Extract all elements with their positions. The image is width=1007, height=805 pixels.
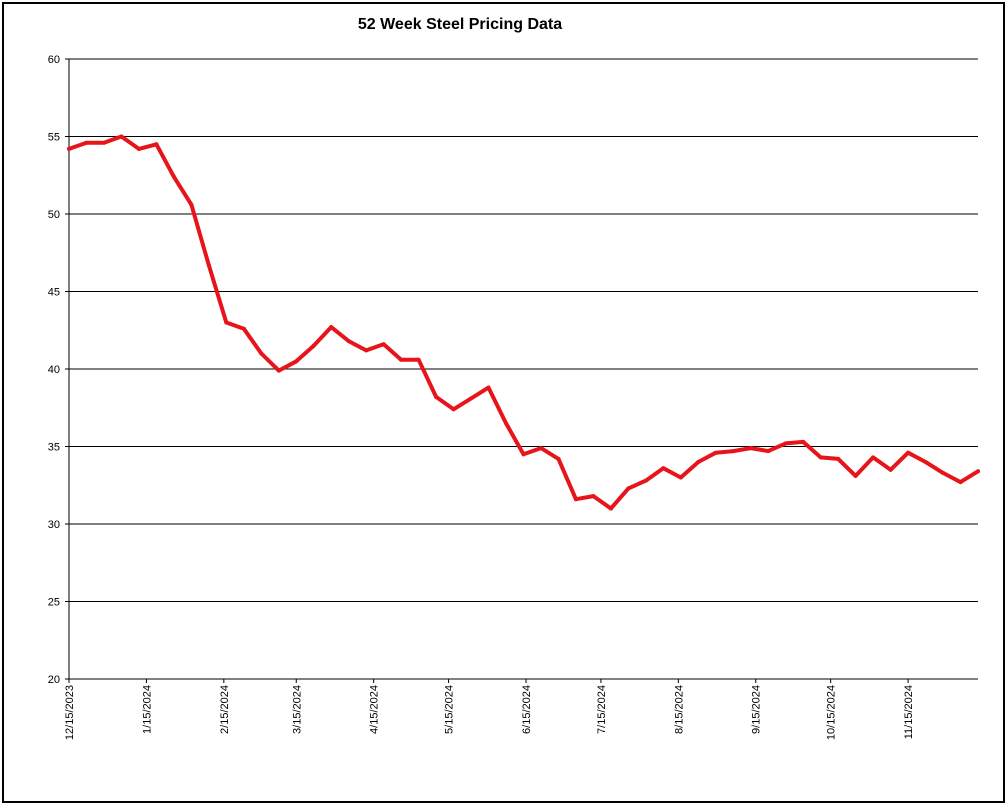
data-point — [189, 202, 194, 207]
x-tick-label: 4/15/2024 — [369, 685, 381, 734]
data-point — [906, 450, 911, 455]
data-point — [346, 339, 351, 344]
x-tick-label: 1/15/2024 — [141, 685, 153, 734]
data-point — [451, 407, 456, 412]
x-tick-label: 9/15/2024 — [751, 685, 763, 734]
data-point — [364, 348, 369, 353]
data-point — [224, 320, 229, 325]
x-tick-label: 5/15/2024 — [444, 685, 456, 734]
y-tick-label: 50 — [48, 209, 60, 221]
data-point — [958, 480, 963, 485]
data-point — [381, 342, 386, 347]
data-point — [941, 470, 945, 475]
data-point — [259, 351, 264, 356]
data-point — [119, 134, 124, 139]
y-tick-label: 60 — [48, 54, 60, 66]
data-point — [783, 441, 788, 446]
x-tick-label: 3/15/2024 — [291, 685, 303, 734]
series-group — [67, 134, 980, 511]
y-tick-label: 25 — [48, 597, 60, 609]
x-tick-label: 8/15/2024 — [673, 685, 685, 734]
y-axis-ticks: 20 25 30 35 40 45 50 55 60 — [48, 54, 69, 686]
y-tick-label: 30 — [48, 519, 60, 531]
data-point — [573, 497, 578, 502]
y-tick-label: 40 — [48, 364, 60, 376]
data-point — [416, 357, 421, 362]
chart-title: 52 Week Steel Pricing Data — [357, 16, 563, 33]
data-point — [731, 449, 736, 454]
y-tick-label: 20 — [48, 674, 60, 686]
x-tick-label: 7/15/2024 — [596, 685, 608, 734]
data-point — [591, 494, 596, 499]
y-tick-label: 55 — [48, 132, 60, 144]
data-point — [294, 359, 299, 364]
x-tick-label: 10/15/2024 — [826, 685, 838, 740]
data-point — [661, 466, 666, 471]
data-point — [713, 450, 718, 455]
data-point — [923, 460, 928, 464]
data-point — [311, 343, 316, 348]
data-point — [539, 446, 543, 451]
data-point — [67, 146, 71, 151]
data-point — [976, 469, 980, 474]
gridlines — [69, 58, 978, 602]
data-point — [504, 421, 508, 426]
x-tick-label: 11/15/2024 — [903, 685, 915, 739]
x-axis-ticks: 12/15/2023 1/15/2024 2/15/2024 3/15/2024 4/1… — [64, 679, 915, 740]
data-point — [836, 456, 841, 461]
y-tick-label: 35 — [48, 442, 60, 454]
x-tick-label: 12/15/2023 — [64, 685, 76, 740]
data-point — [871, 455, 876, 460]
data-point — [801, 439, 806, 444]
data-point — [853, 473, 858, 478]
data-point — [643, 478, 648, 483]
data-point — [696, 460, 701, 464]
data-point — [818, 455, 823, 460]
data-point — [748, 446, 753, 451]
data-point — [521, 452, 526, 457]
data-point — [276, 368, 281, 373]
data-point — [171, 174, 176, 179]
x-tick-label: 6/15/2024 — [521, 685, 533, 734]
data-point — [486, 385, 491, 390]
data-point — [556, 456, 561, 461]
data-point — [206, 263, 211, 268]
data-point — [84, 140, 89, 145]
x-tick-label: 2/15/2024 — [219, 685, 231, 734]
data-point — [329, 325, 334, 330]
data-point — [469, 396, 474, 401]
data-point — [434, 394, 439, 399]
data-point — [766, 449, 771, 454]
data-point — [154, 142, 159, 147]
data-point — [678, 475, 683, 480]
data-point — [888, 467, 893, 472]
data-point — [241, 326, 246, 331]
data-point — [136, 146, 141, 151]
y-tick-label: 45 — [48, 287, 60, 299]
data-point — [626, 486, 631, 491]
data-point — [399, 357, 404, 362]
data-point — [102, 140, 106, 145]
data-point — [608, 506, 613, 511]
